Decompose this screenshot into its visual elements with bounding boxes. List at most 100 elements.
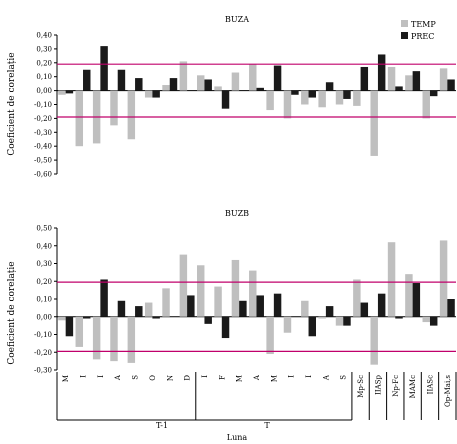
buzb-temp-bar: [197, 265, 204, 316]
buza-temp-bar: [232, 73, 239, 91]
buza-temp-bar: [197, 75, 204, 90]
buzb-temp-bar: [180, 255, 187, 317]
x-category-label: MAMc: [409, 375, 417, 398]
buza-prec-bar: [170, 78, 177, 91]
buzb-prec-bar: [83, 317, 90, 319]
buza-y-tick-label: 0,00: [36, 87, 52, 95]
buzb-prec-bar: [152, 317, 159, 319]
buza-y-tick-label: -0,30: [34, 129, 52, 137]
buzb-temp-bar: [58, 317, 65, 321]
buza-prec-bar: [413, 71, 420, 90]
legend-prec-label: PREC: [411, 32, 434, 41]
x-category-label: A: [322, 374, 330, 381]
buzb-y-tick-label: -0,30: [34, 367, 52, 375]
x-category-label: D: [184, 375, 192, 381]
buzb-y-tick-label: 0,10: [36, 296, 52, 304]
legend: TEMP PREC: [401, 20, 436, 41]
buzb-prec-bar: [187, 295, 194, 316]
x-category-label: IIASc: [426, 375, 434, 394]
buza-prec-bar: [378, 54, 385, 90]
buzb-prec-bar: [257, 295, 264, 316]
buza-prec-bar: [326, 82, 333, 90]
buzb-prec-bar: [447, 299, 454, 317]
buzb-temp-bar: [423, 317, 430, 322]
buza-temp-bar: [110, 91, 117, 126]
buzb-prec-bar: [343, 317, 350, 326]
buza-temp-bar: [336, 91, 343, 105]
buzb-prec-bar: [326, 306, 333, 317]
buza-y-tick-label: -0,10: [34, 101, 52, 109]
buza-y-tick-label: -0,50: [34, 157, 52, 165]
buza-temp-bar: [180, 61, 187, 90]
buza-prec-bar: [395, 86, 402, 90]
x-category-label: I: [201, 375, 209, 378]
buza-temp-bar: [370, 91, 377, 156]
x-category-label: Np-Fc: [392, 375, 400, 397]
buzb-prec-bar: [135, 306, 142, 317]
x-category-label: Op-Mai,s: [444, 375, 452, 407]
chart-buzb-title: BUZB: [225, 209, 249, 218]
buzb-temp-bar: [388, 242, 395, 317]
x-category-label: I: [80, 375, 88, 378]
buzb-y-tick-label: -0,20: [34, 349, 52, 357]
buzb-prec-bar: [66, 317, 73, 337]
buzb-temp-bar: [301, 301, 308, 317]
x-category-label: N: [166, 375, 174, 381]
buza-temp-bar: [318, 91, 325, 108]
buza-prec-bar: [430, 91, 437, 97]
buzb-prec-bar: [100, 279, 107, 316]
buzb-prec-bar: [413, 283, 420, 317]
buza-temp-bar: [58, 91, 65, 95]
buzb-temp-bar: [405, 274, 412, 317]
buzb-temp-bar: [336, 317, 343, 326]
buza-prec-bar: [100, 46, 107, 90]
chart-buza-ylabel: Coeficient de corelație: [7, 52, 17, 155]
buza-temp-bar: [301, 91, 308, 105]
buza-temp-bar: [423, 91, 430, 119]
buzb-y-tick-label: 0,00: [36, 313, 52, 321]
buza-y-tick-label: -0,40: [34, 143, 52, 151]
legend-prec-swatch: [401, 32, 408, 39]
buza-prec-bar: [361, 67, 368, 91]
buza-y-tick-label: -0,60: [34, 171, 52, 179]
legend-temp-label: TEMP: [411, 20, 436, 29]
buzb-temp-bar: [93, 317, 100, 360]
chart-buzb-ylabel: Coeficient de corelație: [7, 261, 17, 364]
buzb-temp-bar: [440, 240, 447, 316]
x-axis-label: Luna: [227, 433, 248, 442]
buzb-y-tick-label: 0,40: [36, 242, 52, 250]
buzb-y-tick-label: 0,30: [36, 260, 52, 268]
buza-temp-bar: [162, 85, 169, 91]
buza-prec-bar: [135, 78, 142, 91]
buza-temp-bar: [214, 86, 221, 90]
buzb-prec-bar: [239, 301, 246, 317]
buza-temp-bar: [249, 64, 256, 90]
buzb-temp-bar: [214, 287, 221, 317]
buza-y-tick-label: 0,10: [36, 73, 52, 81]
x-category-label: S: [340, 375, 348, 380]
buza-temp-bar: [266, 91, 273, 110]
buzb-prec-bar: [204, 317, 211, 324]
x-category-label: A: [253, 374, 261, 381]
legend-temp-swatch: [401, 20, 408, 27]
x-category-label: S: [132, 375, 140, 380]
buzb-temp-bar: [128, 317, 135, 363]
buza-temp-bar: [128, 91, 135, 140]
x-category-label: M: [270, 375, 278, 382]
buzb-temp-bar: [318, 317, 325, 319]
chart-buza: BUZA Coeficient de corelație 0,40 0,30 0,2…: [7, 15, 456, 179]
buza-temp-bar: [388, 67, 395, 91]
buza-prec-bar: [152, 91, 159, 98]
buza-prec-bar: [83, 70, 90, 91]
buzb-temp-bar: [353, 279, 360, 316]
buza-temp-bar: [353, 91, 360, 106]
buza-prec-bar: [291, 91, 298, 95]
buzb-temp-bar: [162, 288, 169, 316]
group-label-t-1: T-1: [156, 421, 168, 430]
buzb-temp-bar: [266, 317, 273, 354]
x-category-label: IIASp: [374, 374, 382, 394]
buza-prec-bar: [309, 91, 316, 98]
x-category-label: I: [97, 375, 105, 378]
x-category-label: I: [288, 375, 296, 378]
